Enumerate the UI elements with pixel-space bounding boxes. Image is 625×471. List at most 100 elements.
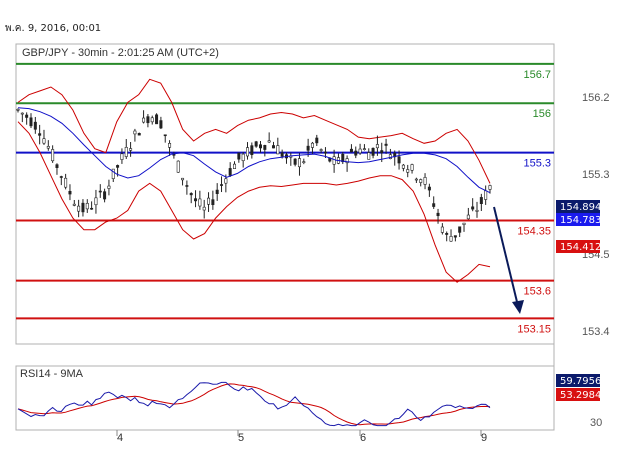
candle-body bbox=[310, 142, 314, 148]
rsi-panel bbox=[15, 365, 555, 431]
forecast-arrow bbox=[493, 206, 524, 314]
candle-body bbox=[137, 133, 141, 136]
candle-body bbox=[319, 149, 323, 151]
candle-body bbox=[142, 117, 146, 123]
current-price-box: 154.894 bbox=[556, 200, 601, 213]
ma-price-box: 154.783 bbox=[556, 213, 601, 226]
candle-body bbox=[155, 114, 159, 125]
candle-body bbox=[120, 153, 124, 160]
candle-body bbox=[20, 112, 24, 115]
candle-body bbox=[68, 190, 72, 195]
candle-body bbox=[354, 150, 358, 156]
y-tick-label: 156.2 bbox=[582, 92, 610, 104]
candle-body bbox=[107, 185, 111, 189]
candle-body bbox=[146, 116, 150, 124]
candle-body bbox=[397, 156, 401, 164]
candle-body bbox=[432, 203, 436, 207]
x-tick-label: 6 bbox=[360, 432, 366, 444]
candle-body bbox=[81, 202, 85, 213]
level-label: 156 bbox=[533, 108, 551, 120]
candle-body bbox=[90, 207, 94, 210]
candle-body bbox=[484, 190, 488, 200]
candle-body bbox=[449, 236, 453, 242]
x-tick-label: 4 bbox=[117, 432, 123, 444]
level-label: 156.7 bbox=[523, 69, 551, 81]
candle-body bbox=[202, 206, 206, 211]
candle-body bbox=[159, 120, 163, 129]
candle-body bbox=[466, 214, 470, 220]
candle-body bbox=[38, 133, 42, 136]
level-price-box: 154.412 bbox=[556, 240, 601, 253]
candle-body bbox=[16, 108, 20, 111]
candle-body bbox=[94, 197, 98, 206]
candle-body bbox=[280, 152, 284, 157]
rsi-lines bbox=[17, 381, 491, 427]
candle-body bbox=[471, 206, 475, 210]
candle-body bbox=[475, 209, 479, 212]
candle-body bbox=[77, 205, 81, 212]
candle-body bbox=[111, 168, 115, 179]
bollinger-bands bbox=[17, 78, 491, 283]
candle-body bbox=[33, 121, 37, 130]
candle-body bbox=[46, 146, 50, 149]
candle-body bbox=[276, 145, 280, 155]
candle-body bbox=[176, 160, 180, 173]
candle-body bbox=[246, 147, 250, 157]
candle-body bbox=[362, 148, 366, 150]
x-tick-label: 9 bbox=[481, 432, 487, 444]
candle-body bbox=[150, 117, 154, 123]
candle-body bbox=[349, 148, 353, 153]
candle-body bbox=[116, 165, 120, 168]
candle-body bbox=[414, 178, 418, 181]
candle-body bbox=[124, 146, 128, 157]
candle-body bbox=[237, 152, 241, 160]
y-tick-label: 155.3 bbox=[582, 169, 610, 181]
candle-body bbox=[98, 190, 102, 193]
x-tick-label: 5 bbox=[238, 432, 244, 444]
bb-lower-line bbox=[17, 121, 491, 283]
candle-body bbox=[271, 145, 275, 149]
candle-body bbox=[323, 151, 327, 154]
candle-body bbox=[85, 203, 89, 210]
ma-price-label: 154.783 bbox=[560, 215, 601, 226]
y-axis-ticks: 156.2 155.3 154.5 153.4 bbox=[582, 92, 610, 338]
candle-body bbox=[462, 222, 466, 225]
candle-body bbox=[258, 144, 262, 149]
candle-body bbox=[419, 179, 423, 183]
rsi-title: RSI14 - 9MA bbox=[20, 368, 84, 380]
candle-body bbox=[388, 154, 392, 159]
rsi-ma-label: 53.2984 bbox=[560, 390, 601, 401]
candle-body bbox=[207, 197, 211, 205]
candle-body bbox=[64, 177, 68, 188]
candle-body bbox=[479, 197, 483, 204]
candle-body bbox=[254, 141, 258, 147]
candle-body bbox=[445, 233, 449, 235]
candle-body bbox=[384, 143, 388, 146]
candle-body bbox=[181, 177, 185, 181]
candle-body bbox=[133, 130, 137, 135]
candle-body bbox=[345, 158, 349, 164]
candle-body bbox=[315, 137, 319, 144]
candle-body bbox=[163, 134, 167, 137]
timestamp: พ.ค. 9, 2016, 00:01 bbox=[5, 23, 102, 34]
level-label: 154.35 bbox=[517, 225, 551, 237]
candle-body bbox=[42, 138, 46, 144]
candle-body bbox=[215, 189, 219, 194]
candle-body bbox=[228, 168, 232, 176]
bb-upper-line bbox=[17, 78, 491, 184]
candle-body bbox=[25, 114, 29, 118]
level-price-label: 154.412 bbox=[560, 242, 601, 253]
candle-body bbox=[440, 226, 444, 233]
candle-body bbox=[233, 163, 237, 169]
rsi-ma-box: 53.2984 bbox=[556, 388, 601, 401]
candle-body bbox=[168, 143, 172, 148]
candle-body bbox=[453, 235, 457, 238]
candle-body bbox=[194, 198, 198, 202]
candle-body bbox=[263, 145, 267, 150]
current-price-label: 154.894 bbox=[560, 202, 601, 213]
candle-body bbox=[55, 164, 59, 168]
candle-body bbox=[59, 176, 63, 178]
candle-body bbox=[367, 152, 371, 160]
rsi-ma-line bbox=[17, 383, 491, 426]
chart-title: GBP/JPY - 30min - 2:01:25 AM (UTC+2) bbox=[22, 47, 219, 59]
